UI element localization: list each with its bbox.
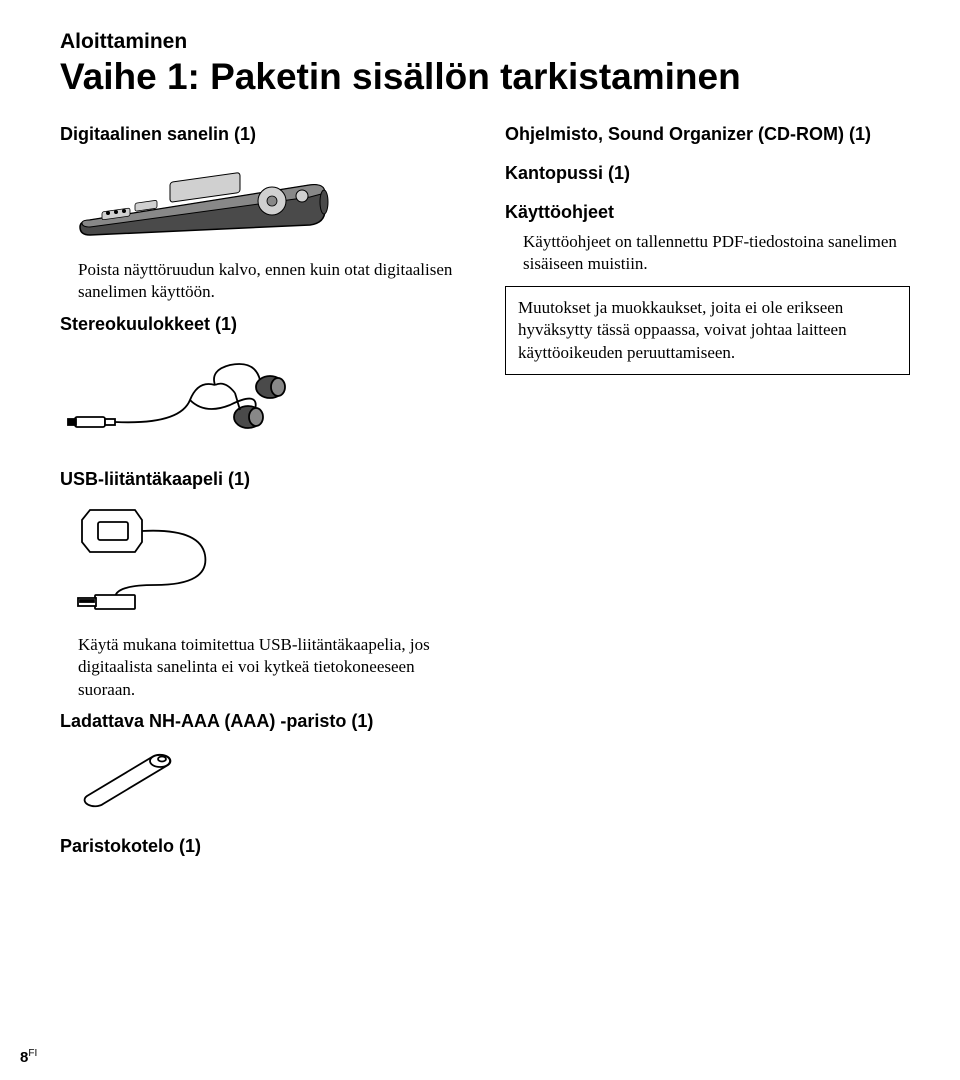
software-heading: Ohjelmisto, Sound Organizer (CD-ROM) (1) [505,124,910,145]
usb-heading: USB-liitäntäkaapeli (1) [60,469,465,490]
manual-note: Käyttöohjeet on tallennettu PDF-tiedosto… [505,231,910,276]
headphones-heading: Stereokuulokkeet (1) [60,314,465,335]
usb-note: Käytä mukana toimitettua USB-liitäntäkaa… [60,634,465,701]
headphones-illustration [60,345,465,455]
manual-heading: Käyttöohjeet [505,202,910,223]
page-footer: 8FI [20,1048,37,1066]
left-column: Digitaalinen sanelin (1) [60,124,465,867]
usb-illustration [60,500,465,620]
page-lang: FI [28,1048,37,1059]
recorder-heading: Digitaalinen sanelin (1) [60,124,465,145]
page-title: Vaihe 1: Paketin sisällön tarkistaminen [60,56,910,98]
battery-case-heading: Paristokotelo (1) [60,836,465,857]
recorder-illustration [60,155,465,245]
battery-heading: Ladattava NH-AAA (AAA) -paristo (1) [60,711,465,732]
notice-box: Muutokset ja muokkaukset, joita ei ole e… [505,286,910,375]
section-label: Aloittaminen [60,30,910,54]
right-column: Ohjelmisto, Sound Organizer (CD-ROM) (1)… [505,124,910,867]
battery-illustration [60,742,465,822]
recorder-note: Poista näyttöruudun kalvo, ennen kuin ot… [60,259,465,304]
pouch-heading: Kantopussi (1) [505,163,910,184]
content-columns: Digitaalinen sanelin (1) [60,124,910,867]
